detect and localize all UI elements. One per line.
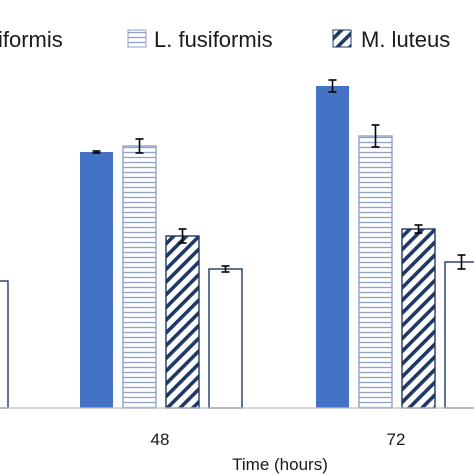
bar xyxy=(122,145,157,409)
legend-label-diagonal-hatch: M. luteus xyxy=(361,27,450,52)
bars-layer xyxy=(0,86,474,409)
legend-label-horizontal-lines: L. fusiformis xyxy=(154,27,273,52)
x-tick-label: 48 xyxy=(151,430,170,449)
bar xyxy=(208,268,243,409)
legend-swatch-diagonal-hatch xyxy=(332,29,352,48)
x-axis-title: Time (hours) xyxy=(232,455,328,474)
bar xyxy=(358,135,393,409)
error-bars-layer xyxy=(92,79,466,273)
bar xyxy=(444,261,474,409)
x-tick-label: 72 xyxy=(387,430,406,449)
bar xyxy=(165,235,200,409)
bar-partial xyxy=(0,280,9,409)
legend-label-solid: iformis xyxy=(0,27,63,52)
bar xyxy=(316,86,349,408)
legend-swatch-horizontal-lines xyxy=(127,29,147,48)
bar xyxy=(401,228,436,409)
bar xyxy=(80,152,113,408)
legend: iformis L. fusiformis M. luteus xyxy=(0,27,450,52)
